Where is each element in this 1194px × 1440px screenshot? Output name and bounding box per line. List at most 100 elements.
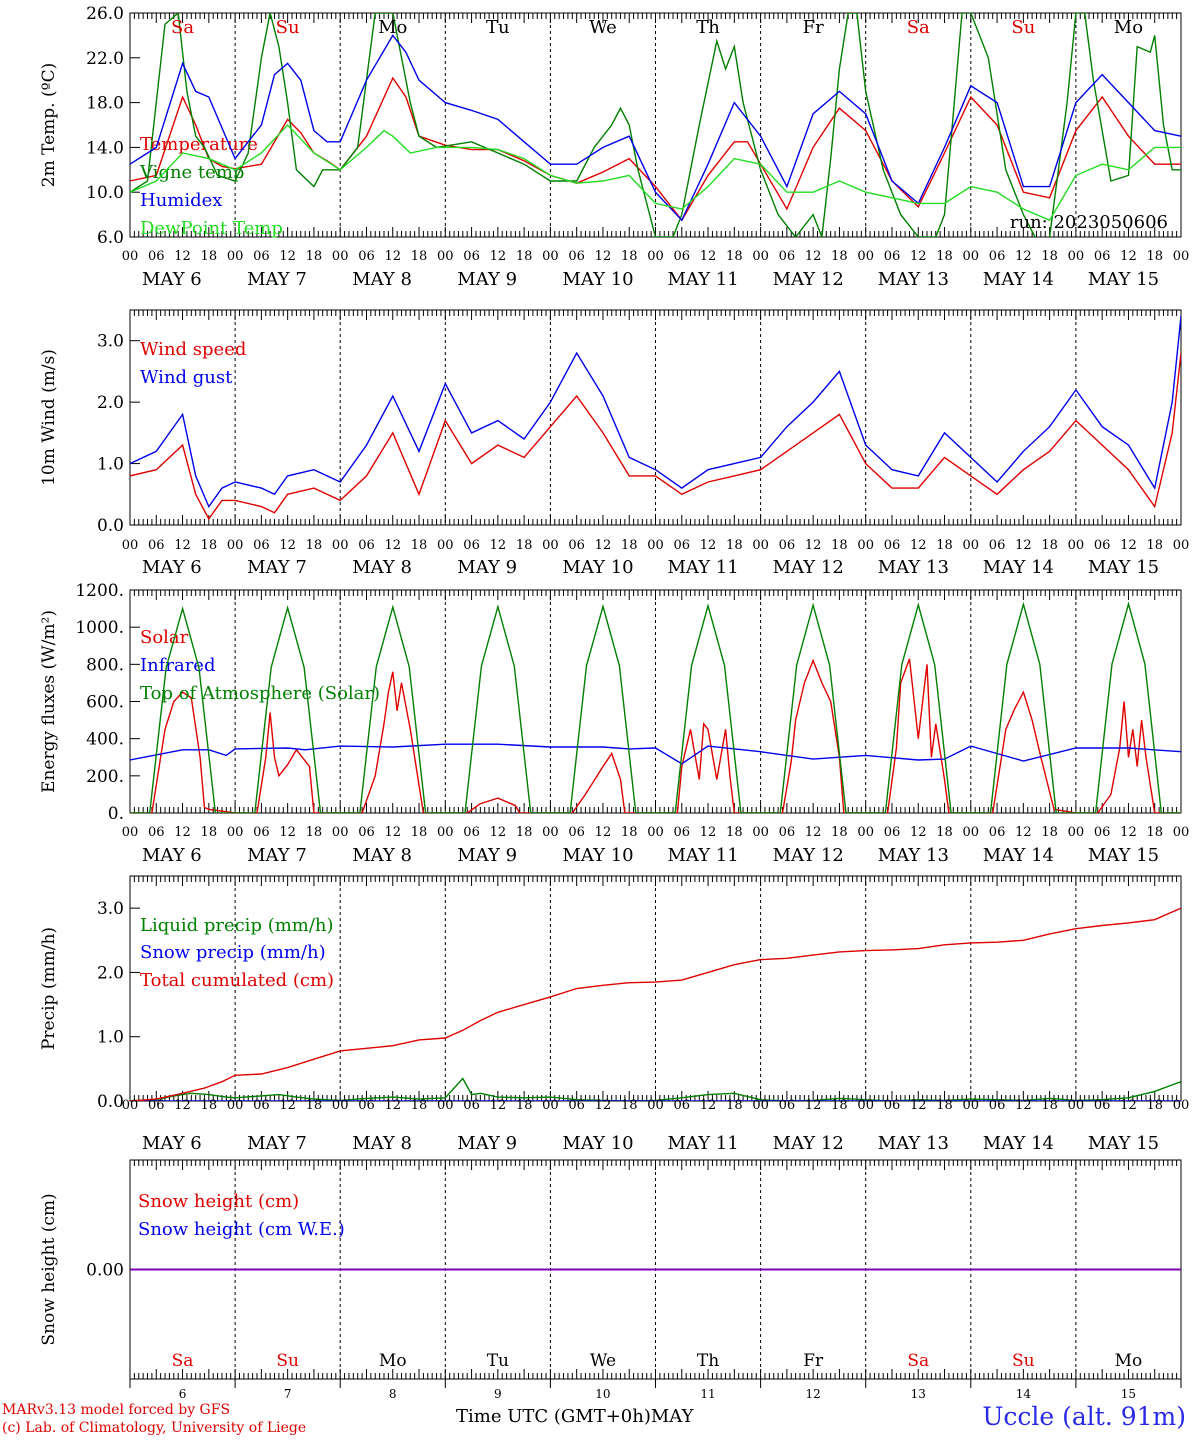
hour-tick-label: 18 <box>1041 538 1058 553</box>
hour-tick-label: 18 <box>201 825 218 840</box>
date-label: MAY 8 <box>352 557 412 578</box>
hour-tick-label: 06 <box>989 1098 1006 1113</box>
y-tick-label: 1200. <box>75 581 124 601</box>
series-line-total-cumulated-cm- <box>130 907 1181 1101</box>
hour-tick-label: 12 <box>595 825 612 840</box>
y-tick-label: 2.0 <box>97 963 124 983</box>
hour-tick-label: 12 <box>384 1098 401 1113</box>
panel-4: 0.0 1.0 2.0 3.0 Precip (mm/h) Liquid precip (… <box>39 875 1190 1154</box>
hour-ticks <box>129 1160 1182 1379</box>
hour-tick-label: 18 <box>831 825 848 840</box>
x-axis-title-text: Time UTC (GMT+0h) <box>456 1406 651 1427</box>
hour-tick-label: 18 <box>726 538 743 553</box>
day-number-label: 11 <box>700 1387 715 1401</box>
hour-tick-label: 18 <box>516 249 533 264</box>
hour-tick-label: 18 <box>831 1098 848 1113</box>
day-number-label: 6 <box>179 1387 187 1401</box>
y-tick-label: 0.00 <box>86 1261 124 1281</box>
date-label: MAY 10 <box>562 557 633 578</box>
hour-tick-label: 06 <box>674 538 691 553</box>
hour-tick-label: 12 <box>1015 249 1032 264</box>
hour-tick-label: 06 <box>884 249 901 264</box>
hour-tick-label: 00 <box>647 249 664 264</box>
hour-tick-label: 18 <box>1146 538 1163 553</box>
hour-tick-label: 12 <box>384 249 401 264</box>
hour-tick-label: 06 <box>779 538 796 553</box>
hour-tick-label: 00 <box>857 1098 874 1113</box>
day-of-week-label: Fr <box>803 17 824 38</box>
date-label: MAY 12 <box>773 845 844 866</box>
hour-tick-label: 00 <box>332 1098 349 1113</box>
hour-tick-label: 18 <box>201 538 218 553</box>
date-label: MAY 11 <box>668 1133 739 1154</box>
y-tick-label: 0.0 <box>97 1092 124 1112</box>
y-tick-label: 14.0 <box>86 138 124 158</box>
date-label: MAY 6 <box>142 845 202 866</box>
y-tick-label: 10.0 <box>86 183 124 203</box>
day-of-week-label: Mo <box>378 17 407 38</box>
day-of-week-label-bottom: Tu <box>487 1351 509 1371</box>
hour-tick-label: 12 <box>595 249 612 264</box>
hour-tick-label: 00 <box>1173 1098 1190 1113</box>
hour-tick-label: 12 <box>279 538 296 553</box>
legend-entry: Total cumulated (cm) <box>140 970 334 991</box>
panel-5: 0.00 Snow height (cm) Snow height (cm) Snow… <box>39 1159 1182 1380</box>
panel-2: 0.0 1.0 2.0 3.0 10m Wind (m/s) Wind speed Wind… <box>39 309 1189 578</box>
hour-ticks <box>129 590 1182 813</box>
hour-tick-label: 00 <box>437 538 454 553</box>
hour-tick-label: 18 <box>201 1098 218 1113</box>
hour-tick-label: 06 <box>779 1098 796 1113</box>
hour-tick-label: 12 <box>490 249 507 264</box>
date-label: MAY 11 <box>668 269 739 290</box>
hour-tick-label: 06 <box>253 825 270 840</box>
panel-1: 6.0 10.0 14.0 18.0 22.0 26.0 2m Temp. (ºC) Temp… <box>39 4 1189 290</box>
hour-tick-label: 06 <box>148 538 165 553</box>
hour-tick-label: 12 <box>910 1098 927 1113</box>
hour-tick-label: 06 <box>674 825 691 840</box>
y-axis-label: 2m Temp. (ºC) <box>39 63 59 188</box>
hour-tick-label: 12 <box>700 249 717 264</box>
hour-tick-label: 00 <box>857 538 874 553</box>
date-label: MAY 15 <box>1088 1133 1159 1154</box>
hour-tick-label: 06 <box>463 1098 480 1113</box>
date-label: MAY 11 <box>668 557 739 578</box>
hour-tick-label: 18 <box>1041 825 1058 840</box>
date-label: MAY 13 <box>878 845 949 866</box>
date-label: MAY 9 <box>457 1133 517 1154</box>
hour-tick-label: 12 <box>174 825 191 840</box>
hour-tick-label: 00 <box>122 538 139 553</box>
hour-tick-label: 06 <box>674 249 691 264</box>
hour-tick-label: 06 <box>463 538 480 553</box>
hour-ticks <box>129 310 1182 525</box>
hour-tick-label: 12 <box>174 538 191 553</box>
day-of-week-label: Th <box>696 17 720 38</box>
hour-tick-label: 06 <box>253 538 270 553</box>
date-label: MAY 7 <box>247 1133 307 1154</box>
day-number-label: 12 <box>806 1387 821 1401</box>
hour-tick-label: 18 <box>411 825 428 840</box>
hour-tick-label: 00 <box>752 538 769 553</box>
day-number-label: 9 <box>494 1387 502 1401</box>
hour-tick-label: 00 <box>1068 825 1085 840</box>
hour-tick-label: 00 <box>227 825 244 840</box>
y-tick-label: 800. <box>86 655 124 675</box>
hour-tick-label: 06 <box>568 538 585 553</box>
date-label: MAY 9 <box>457 845 517 866</box>
hour-tick-label: 12 <box>1015 538 1032 553</box>
series-line-vigne-temp <box>130 13 1181 237</box>
y-axis-label: Precip (mm/h) <box>39 927 59 1050</box>
hour-tick-label: 12 <box>805 825 822 840</box>
date-label: MAY 10 <box>562 1133 633 1154</box>
hour-tick-label: 12 <box>279 249 296 264</box>
y-tick-label: 2.0 <box>97 393 124 413</box>
hour-tick-label: 00 <box>542 249 559 264</box>
hour-tick-label: 00 <box>752 249 769 264</box>
hour-tick-label: 12 <box>910 249 927 264</box>
hour-tick-label: 00 <box>963 249 980 264</box>
date-label: MAY 14 <box>983 1133 1054 1154</box>
hour-tick-label: 00 <box>437 249 454 264</box>
legend-entry: Solar <box>140 627 189 648</box>
y-tick-label: 1000. <box>75 618 124 638</box>
legend-entry: Wind speed <box>140 339 246 360</box>
hour-tick-label: 00 <box>542 1098 559 1113</box>
